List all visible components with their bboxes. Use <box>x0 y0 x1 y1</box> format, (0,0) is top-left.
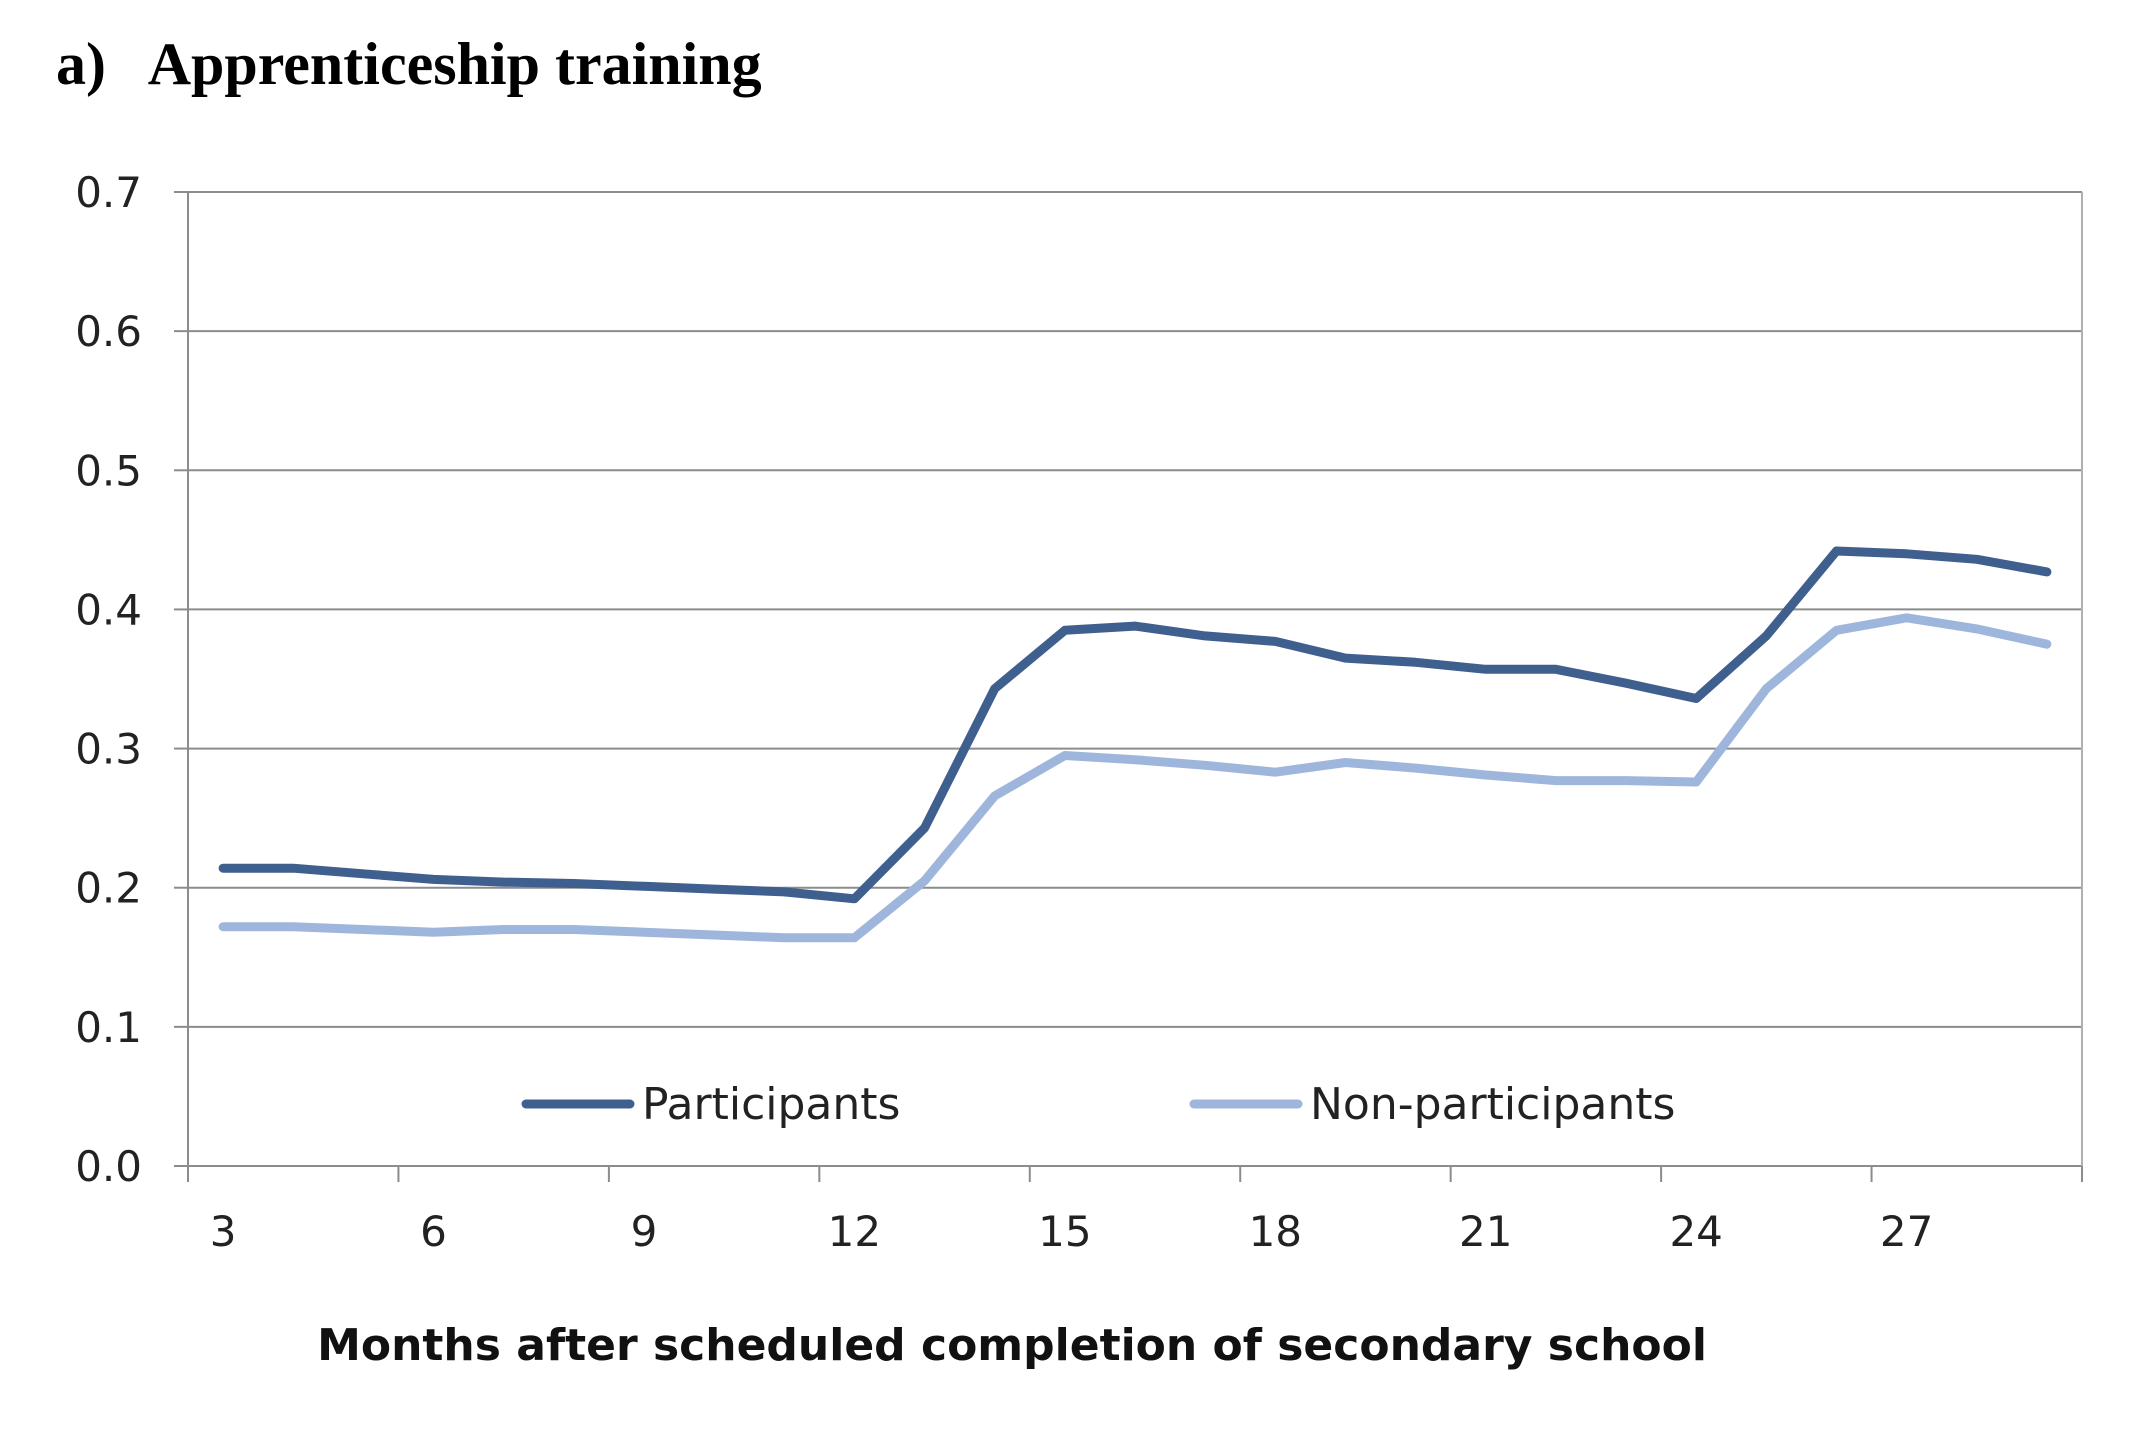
y-tick-label-0.3: 0.3 <box>75 725 142 774</box>
y-tick-label-0.0: 0.0 <box>75 1142 142 1191</box>
x-tick-label-15: 15 <box>1038 1207 1091 1256</box>
x-axis-title: Months after scheduled completion of sec… <box>317 1320 1707 1371</box>
series-line-participants <box>218 546 2052 904</box>
series-line-non-participants <box>218 613 2052 943</box>
x-tick-label-27: 27 <box>1880 1207 1933 1256</box>
y-tick-label-0.2: 0.2 <box>75 864 142 913</box>
x-tick-label-24: 24 <box>1669 1207 1722 1256</box>
y-tick-label-0.7: 0.7 <box>75 168 142 217</box>
legend: Participants Non-participants <box>521 1079 1675 1130</box>
y-tick-label-0.4: 0.4 <box>75 585 142 634</box>
grid-lines <box>188 191 2082 1028</box>
y-tick-label-0.5: 0.5 <box>75 446 142 495</box>
x-tick-label-18: 18 <box>1249 1207 1302 1256</box>
x-tick-label-21: 21 <box>1459 1207 1512 1256</box>
y-tick-label-0.1: 0.1 <box>75 1003 142 1052</box>
panel-title: a) Apprenticeship training <box>56 30 762 99</box>
chart-title: Apprenticeship training <box>147 31 762 97</box>
legend-label-non-participants: Non-participants <box>1310 1079 1675 1130</box>
x-tick-label-9: 9 <box>631 1207 658 1256</box>
y-tick-label-0.6: 0.6 <box>75 307 142 356</box>
legend-label-participants: Participants <box>642 1079 900 1130</box>
panel-label: a) <box>56 31 106 97</box>
x-tick-label-6: 6 <box>420 1207 447 1256</box>
x-tick-label-12: 12 <box>828 1207 881 1256</box>
axes <box>174 191 2083 1182</box>
x-tick-label-3: 3 <box>210 1207 237 1256</box>
y-tick-labels: 0.0 0.1 0.2 0.3 0.4 0.5 0.6 0.7 <box>75 168 142 1191</box>
x-tick-labels: 3 6 9 12 15 18 21 24 27 <box>210 1207 1934 1256</box>
series-lines <box>218 546 2052 943</box>
